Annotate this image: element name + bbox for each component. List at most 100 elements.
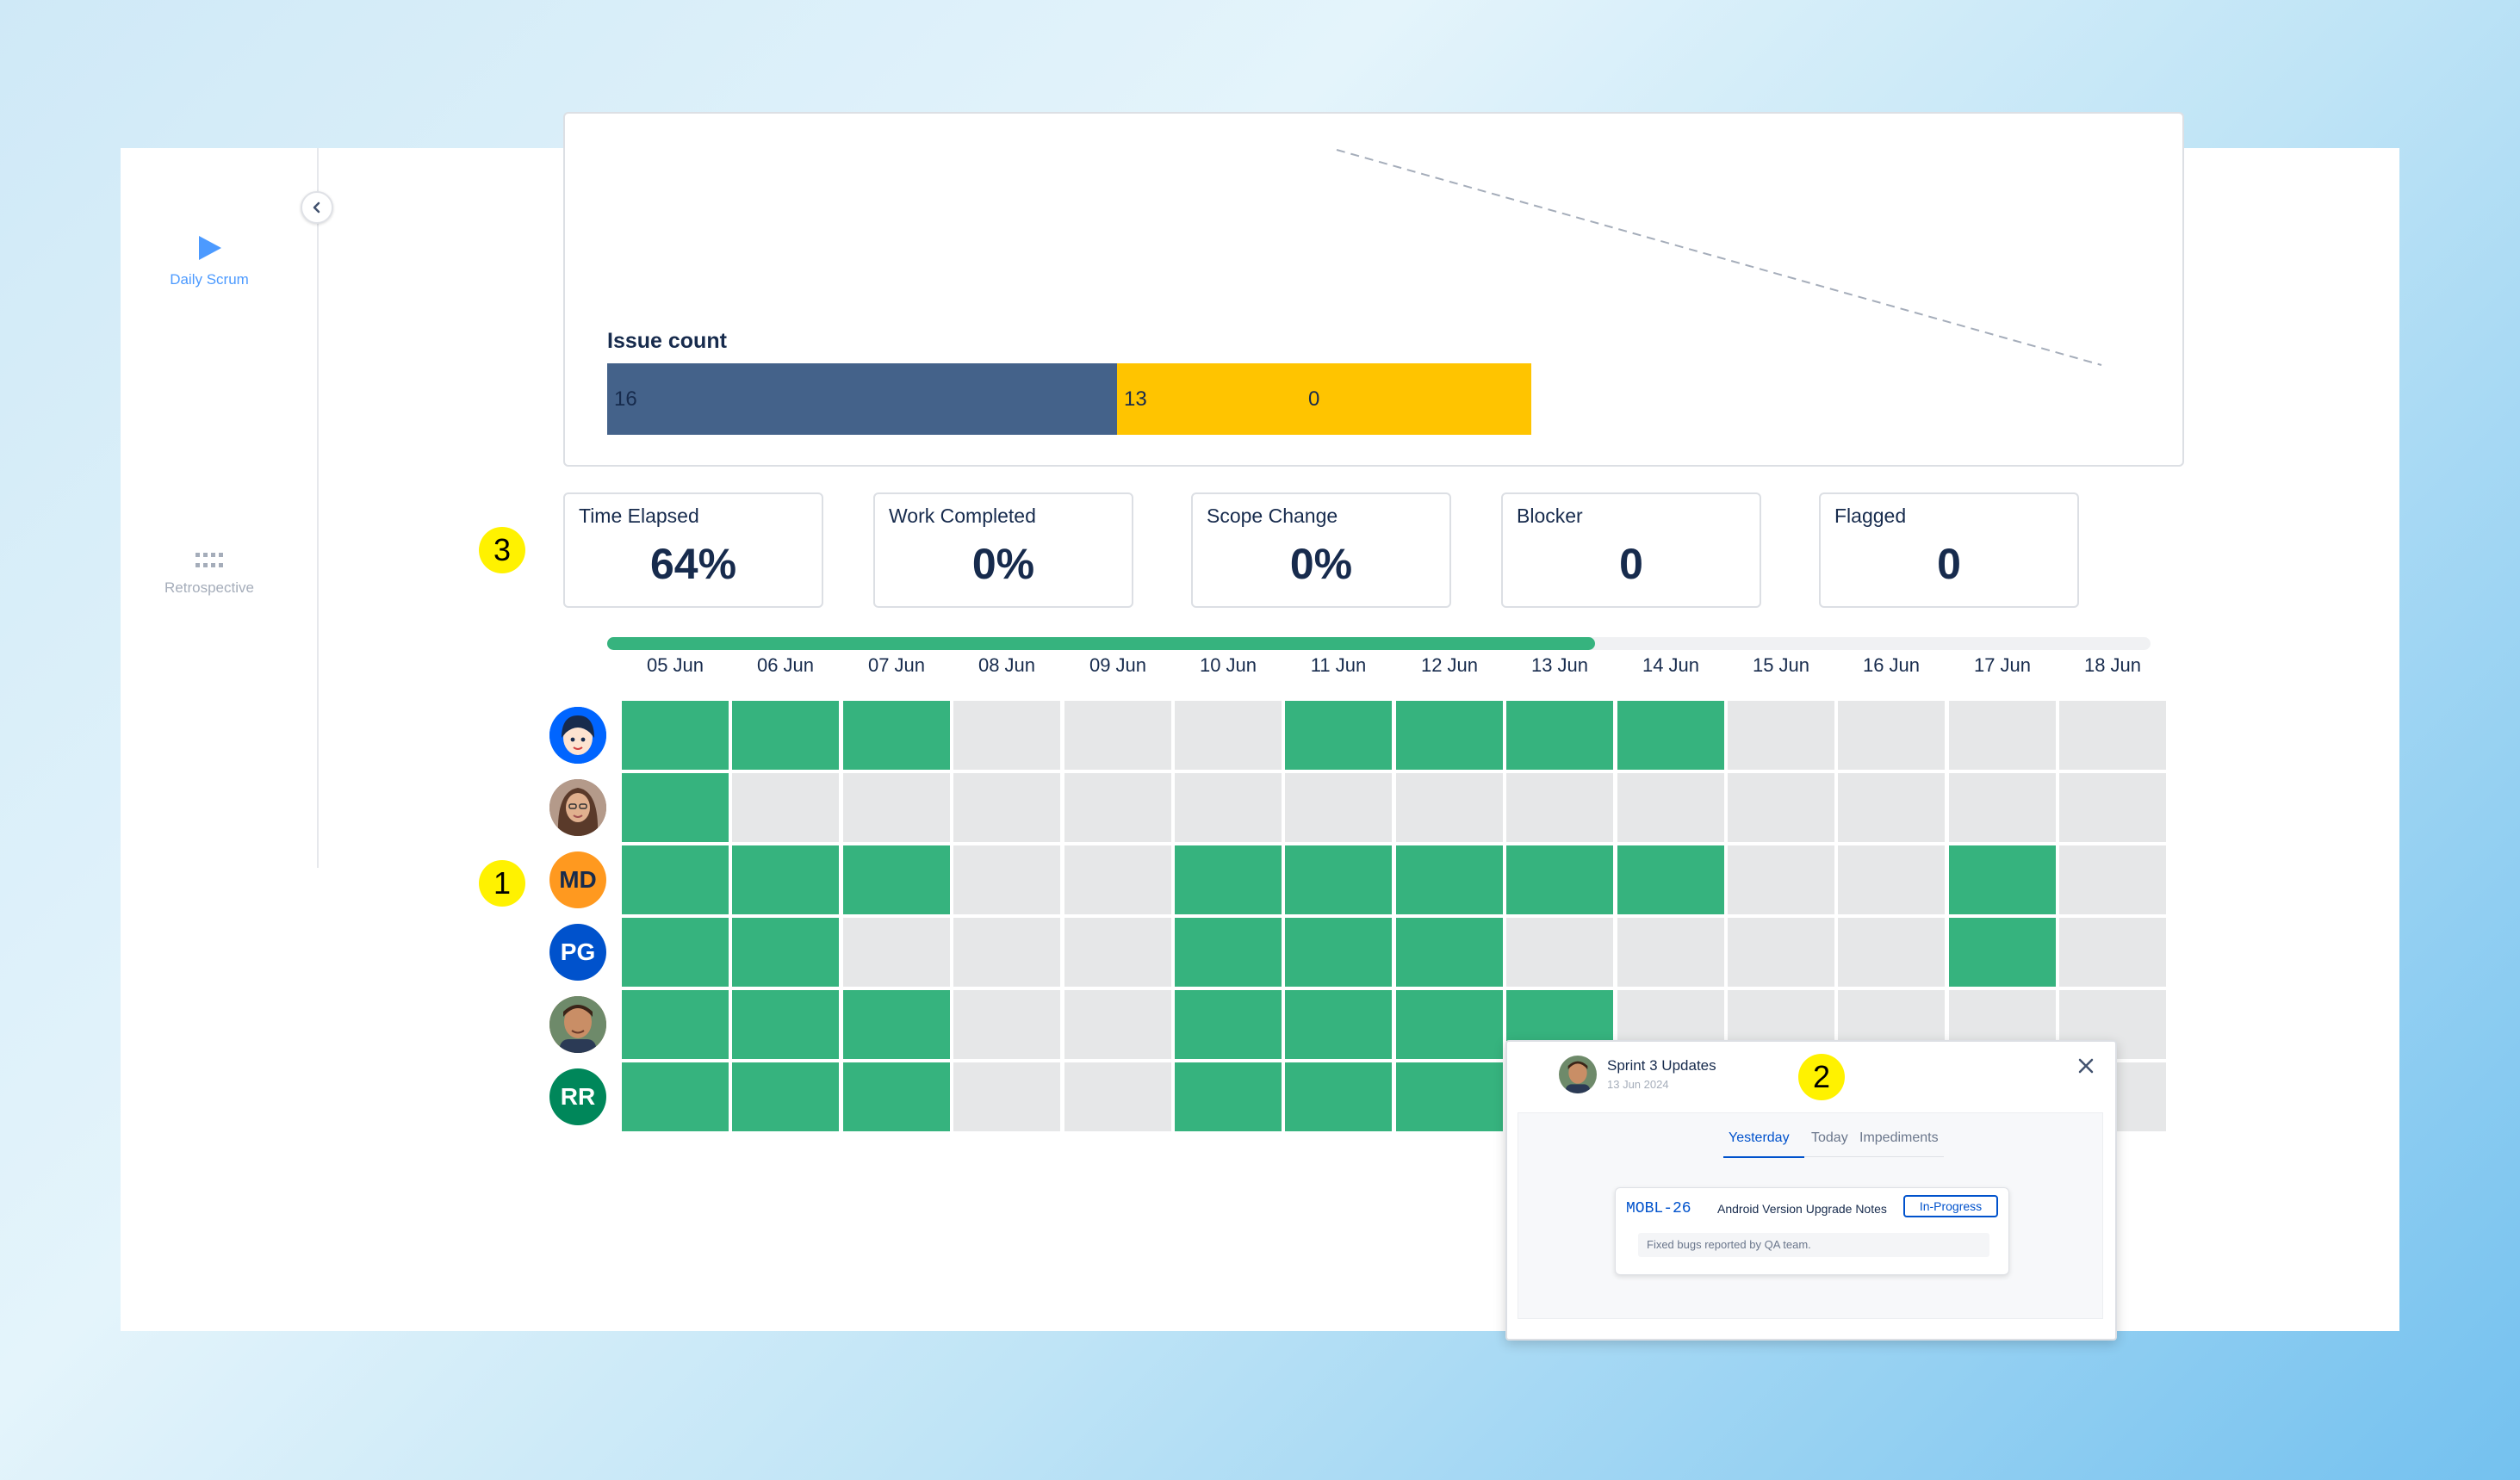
activity-cell-worked[interactable] <box>1175 990 1282 1059</box>
activity-cell-idle[interactable] <box>1064 918 1171 987</box>
activity-cell-idle[interactable] <box>1506 918 1613 987</box>
tab-yesterday[interactable]: Yesterday <box>1729 1130 1790 1145</box>
activity-cell-idle[interactable] <box>2059 773 2166 842</box>
activity-cell-worked[interactable] <box>732 845 839 914</box>
activity-cell-idle[interactable] <box>843 918 950 987</box>
issue-key-link[interactable]: MOBL-26 <box>1626 1200 1691 1217</box>
activity-cell-worked[interactable] <box>1617 845 1724 914</box>
activity-cell-worked[interactable] <box>1396 1062 1503 1131</box>
activity-cell-worked[interactable] <box>1396 990 1503 1059</box>
activity-cell-idle[interactable] <box>1728 845 1834 914</box>
activity-cell-idle[interactable] <box>2059 701 2166 770</box>
activity-cell-worked[interactable] <box>1506 845 1613 914</box>
activity-cell-idle[interactable] <box>2059 845 2166 914</box>
man-photo-avatar-icon <box>1559 1056 1597 1093</box>
activity-cell-worked[interactable] <box>1285 1062 1392 1131</box>
activity-cell-idle[interactable] <box>953 918 1060 987</box>
activity-cell-worked[interactable] <box>843 1062 950 1131</box>
activity-cell-worked[interactable] <box>622 1062 729 1131</box>
activity-cell-worked[interactable] <box>732 1062 839 1131</box>
man-photo-avatar-icon <box>549 996 606 1053</box>
activity-cell-idle[interactable] <box>1728 773 1834 842</box>
activity-cell-idle[interactable] <box>953 773 1060 842</box>
close-button[interactable] <box>2074 1054 2098 1078</box>
sprint-progress-fill <box>607 637 1595 650</box>
activity-cell-worked[interactable] <box>732 918 839 987</box>
activity-cell-worked[interactable] <box>622 990 729 1059</box>
activity-cell-idle[interactable] <box>843 773 950 842</box>
tab-today[interactable]: Today <box>1811 1130 1848 1145</box>
activity-cell-idle[interactable] <box>1949 701 2056 770</box>
activity-cell-idle[interactable] <box>953 1062 1060 1131</box>
activity-cell-worked[interactable] <box>1285 990 1392 1059</box>
avatar[interactable] <box>549 707 606 764</box>
timeline-date-label: 12 Jun <box>1420 654 1479 676</box>
avatar[interactable] <box>549 779 606 836</box>
avatar[interactable] <box>549 996 606 1053</box>
activity-cell-idle[interactable] <box>1728 701 1834 770</box>
activity-cell-worked[interactable] <box>622 773 729 842</box>
activity-cell-idle[interactable] <box>953 701 1060 770</box>
sidebar-item-label: Retrospective <box>164 579 254 596</box>
tab-underline <box>1804 1156 1944 1157</box>
activity-cell-idle[interactable] <box>953 990 1060 1059</box>
activity-cell-worked[interactable] <box>622 918 729 987</box>
activity-cell-idle[interactable] <box>1838 701 1945 770</box>
activity-cell-idle[interactable] <box>1064 773 1171 842</box>
activity-cell-idle[interactable] <box>1285 773 1392 842</box>
activity-cell-worked[interactable] <box>1175 1062 1282 1131</box>
collapse-sidebar-button[interactable] <box>301 191 333 224</box>
activity-cell-worked[interactable] <box>1617 701 1724 770</box>
timeline-date-label: 16 Jun <box>1862 654 1921 676</box>
annotation-badge-2: 2 <box>1798 1054 1845 1100</box>
sidebar-divider <box>317 148 319 868</box>
activity-cell-worked[interactable] <box>732 990 839 1059</box>
issue-comment-box: Fixed bugs reported by QA team. <box>1638 1233 1989 1257</box>
activity-cell-idle[interactable] <box>1506 773 1613 842</box>
tab-impediments[interactable]: Impediments <box>1859 1130 1939 1145</box>
activity-cell-worked[interactable] <box>1285 918 1392 987</box>
activity-cell-worked[interactable] <box>732 701 839 770</box>
activity-cell-worked[interactable] <box>843 990 950 1059</box>
activity-cell-worked[interactable] <box>1175 918 1282 987</box>
issue-status-button[interactable]: In-Progress <box>1903 1195 1998 1217</box>
avatar[interactable]: MD <box>549 851 606 908</box>
activity-cell-idle[interactable] <box>1064 1062 1171 1131</box>
activity-cell-worked[interactable] <box>1396 918 1503 987</box>
activity-cell-worked[interactable] <box>1396 845 1503 914</box>
activity-cell-idle[interactable] <box>1949 773 2056 842</box>
avatar[interactable]: PG <box>549 924 606 981</box>
activity-cell-idle[interactable] <box>1838 918 1945 987</box>
annotation-badge-3: 3 <box>479 527 525 573</box>
activity-cell-worked[interactable] <box>843 701 950 770</box>
activity-cell-worked[interactable] <box>1506 701 1613 770</box>
activity-cell-idle[interactable] <box>2059 918 2166 987</box>
chevron-left-icon <box>313 201 320 214</box>
activity-cell-idle[interactable] <box>1064 990 1171 1059</box>
sidebar-item-daily-scrum[interactable]: Daily Scrum <box>136 234 282 288</box>
activity-cell-worked[interactable] <box>622 845 729 914</box>
activity-cell-worked[interactable] <box>1175 845 1282 914</box>
activity-cell-idle[interactable] <box>732 773 839 842</box>
activity-cell-idle[interactable] <box>1175 773 1282 842</box>
activity-cell-idle[interactable] <box>1728 918 1834 987</box>
activity-cell-idle[interactable] <box>1064 845 1171 914</box>
activity-cell-worked[interactable] <box>1285 701 1392 770</box>
sidebar-item-retrospective[interactable]: Retrospective <box>136 551 282 597</box>
activity-cell-worked[interactable] <box>1285 845 1392 914</box>
activity-cell-worked[interactable] <box>622 701 729 770</box>
activity-cell-idle[interactable] <box>953 845 1060 914</box>
activity-cell-idle[interactable] <box>1838 845 1945 914</box>
activity-cell-worked[interactable] <box>1949 918 2056 987</box>
activity-cell-worked[interactable] <box>843 845 950 914</box>
activity-cell-idle[interactable] <box>1617 773 1724 842</box>
activity-cell-idle[interactable] <box>1396 773 1503 842</box>
avatar[interactable]: RR <box>549 1068 606 1125</box>
avatar[interactable] <box>1559 1056 1597 1093</box>
activity-cell-idle[interactable] <box>1838 773 1945 842</box>
activity-cell-worked[interactable] <box>1396 701 1503 770</box>
activity-cell-idle[interactable] <box>1617 918 1724 987</box>
activity-cell-idle[interactable] <box>1064 701 1171 770</box>
activity-cell-worked[interactable] <box>1949 845 2056 914</box>
activity-cell-idle[interactable] <box>1175 701 1282 770</box>
